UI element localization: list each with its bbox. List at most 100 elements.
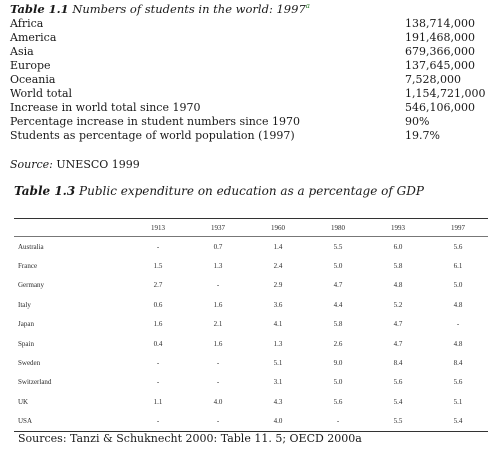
value-cell: 5.6 bbox=[453, 378, 463, 387]
value-cell: 0.6 bbox=[153, 300, 163, 309]
table-header-row: 1913 1937 1960 1980 1993 1997 bbox=[14, 218, 488, 237]
value-cell: 4.0 bbox=[213, 397, 223, 406]
table-1-1-source: Source: UNESCO 1999 bbox=[10, 158, 140, 171]
table-row: Germany 2.7 - 2.9 4.7 4.8 5.0 bbox=[14, 276, 488, 295]
row-label: Percentage increase in student numbers s… bbox=[10, 115, 300, 128]
table-1-1-row: World total 1,154,721,000 bbox=[10, 87, 490, 101]
value-cell: 5.0 bbox=[333, 378, 343, 387]
value-cell: 5.8 bbox=[393, 262, 403, 271]
table-1-1-row: Oceania 7,528,000 bbox=[10, 73, 490, 87]
value-cell: 1.1 bbox=[153, 397, 163, 406]
value-cell: 5.6 bbox=[393, 378, 403, 387]
value-cell: 5.4 bbox=[428, 411, 488, 432]
table-row: USA - -4.0-5.5 5.4 bbox=[14, 411, 488, 432]
table-1-1-row: Asia 679,366,000 bbox=[10, 45, 490, 59]
value-cell: 2.1 bbox=[213, 320, 223, 329]
row-value: 1,154,721,000 bbox=[405, 87, 486, 100]
value-cell: 5.6 bbox=[453, 242, 463, 251]
value-cell: 1.6 bbox=[213, 339, 223, 348]
value-cell: 2.4 bbox=[273, 262, 283, 271]
table-1-1-label: Table 1.1 bbox=[10, 2, 69, 16]
country-cell: Germany bbox=[18, 281, 45, 290]
table-row: Italy 0.6 1.6 3.6 4.4 5.2 4.8 bbox=[14, 295, 488, 314]
value-cell: - bbox=[216, 378, 220, 387]
country-cell: France bbox=[18, 262, 38, 271]
table-1-1-title: Numbers of students in the world: 1997 bbox=[72, 2, 306, 16]
value-cell: 1.6 bbox=[213, 300, 223, 309]
value-cell: 5.5 bbox=[333, 242, 343, 251]
value-cell: 4.3 bbox=[273, 397, 283, 406]
table-1-1-row: Europe 137,645,000 bbox=[10, 59, 490, 73]
footnote-link[interactable]: a bbox=[305, 2, 310, 11]
row-value: 138,714,000 bbox=[405, 17, 475, 30]
year-column-header: 1913 bbox=[128, 218, 188, 237]
table-row: Spain 0.4 1.6 1.3 2.6 4.7 4.8 bbox=[14, 334, 488, 353]
row-label: Oceania bbox=[10, 73, 56, 86]
table-1-1-row: Percentage increase in student numbers s… bbox=[10, 115, 490, 129]
value-cell: - bbox=[156, 378, 160, 387]
country-column-header bbox=[14, 218, 128, 237]
table-1-1-row: Increase in world total since 1970 546,10… bbox=[10, 101, 490, 115]
source-label: Source: bbox=[10, 158, 53, 171]
value-cell: 3.6 bbox=[273, 300, 283, 309]
value-cell: 5.1 bbox=[453, 397, 463, 406]
row-value: 90% bbox=[405, 115, 430, 128]
table-row: France 1.5 1.3 2.4 5.0 5.8 6.1 bbox=[14, 256, 488, 275]
source-text: UNESCO 1999 bbox=[56, 158, 140, 171]
year-column-header: 1993 bbox=[368, 218, 428, 237]
table-row: Sweden - - 5.1 9.0 8.4 8.4 bbox=[14, 353, 488, 372]
country-cell: Sweden bbox=[18, 359, 41, 368]
table-1-1-body: Africa 138,714,000 America 191,468,000 Asia 6… bbox=[10, 17, 490, 143]
year-column-header: 1960 bbox=[248, 218, 308, 237]
value-cell: 5.1 bbox=[273, 359, 283, 368]
value-cell: 5.5 bbox=[368, 411, 428, 432]
value-cell: 4.8 bbox=[453, 339, 463, 348]
row-value: 7,528,000 bbox=[405, 73, 461, 86]
value-cell: 6.1 bbox=[453, 262, 463, 271]
value-cell: 5.6 bbox=[333, 397, 343, 406]
value-cell: 3.1 bbox=[273, 378, 283, 387]
value-cell: - bbox=[456, 320, 460, 329]
value-cell: 1.3 bbox=[273, 339, 283, 348]
row-label: Europe bbox=[10, 59, 51, 72]
value-cell: 5.8 bbox=[333, 320, 343, 329]
year-column-header: 1937 bbox=[188, 218, 248, 237]
row-value: 679,366,000 bbox=[405, 45, 475, 58]
value-cell: 2.9 bbox=[273, 281, 283, 290]
value-cell: 0.4 bbox=[153, 339, 163, 348]
value-cell: 0.7 bbox=[213, 242, 223, 251]
value-cell: 5.2 bbox=[393, 300, 403, 309]
country-cell: Japan bbox=[18, 320, 34, 329]
table-1-3-title: Public expenditure on education as a per… bbox=[79, 184, 424, 198]
value-cell: 8.4 bbox=[393, 359, 403, 368]
row-label: Increase in world total since 1970 bbox=[10, 101, 201, 114]
value-cell: 5.4 bbox=[393, 397, 403, 406]
value-cell: 5.0 bbox=[453, 281, 463, 290]
value-cell: - bbox=[216, 281, 220, 290]
value-cell: 4.4 bbox=[333, 300, 343, 309]
value-cell: - bbox=[216, 359, 220, 368]
expenditure-table: 1913 1937 1960 1980 1993 1997 Australia - 0.7 1.… bbox=[14, 218, 488, 432]
country-cell: Switzerland bbox=[18, 378, 52, 387]
value-cell: 2.7 bbox=[153, 281, 163, 290]
value-cell: - bbox=[128, 411, 188, 432]
sources-note: Sources: Tanzi & Schuknecht 2000: Table … bbox=[18, 432, 362, 445]
table-1-1-row: Africa 138,714,000 bbox=[10, 17, 490, 31]
row-value: 191,468,000 bbox=[405, 31, 475, 44]
value-cell: 4.8 bbox=[393, 281, 403, 290]
year-column-header: 1980 bbox=[308, 218, 368, 237]
value-cell: - bbox=[308, 411, 368, 432]
value-cell: - bbox=[188, 411, 248, 432]
table-1-1-row: America 191,468,000 bbox=[10, 31, 490, 45]
country-cell: UK bbox=[18, 397, 29, 406]
country-cell: Australia bbox=[18, 242, 44, 251]
table-row: Japan 1.6 2.1 4.1 5.8 4.7 - bbox=[14, 315, 488, 334]
value-cell: 9.0 bbox=[333, 359, 343, 368]
value-cell: 2.6 bbox=[333, 339, 343, 348]
value-cell: 4.8 bbox=[453, 300, 463, 309]
value-cell: 4.7 bbox=[393, 339, 403, 348]
country-cell: Italy bbox=[18, 300, 31, 309]
table-body: Australia - 0.7 1.4 5.5 6.0 5.6 France 1.5 1.3 2.4… bbox=[14, 237, 488, 432]
row-value: 546,106,000 bbox=[405, 101, 475, 114]
country-cell: USA bbox=[14, 411, 128, 432]
